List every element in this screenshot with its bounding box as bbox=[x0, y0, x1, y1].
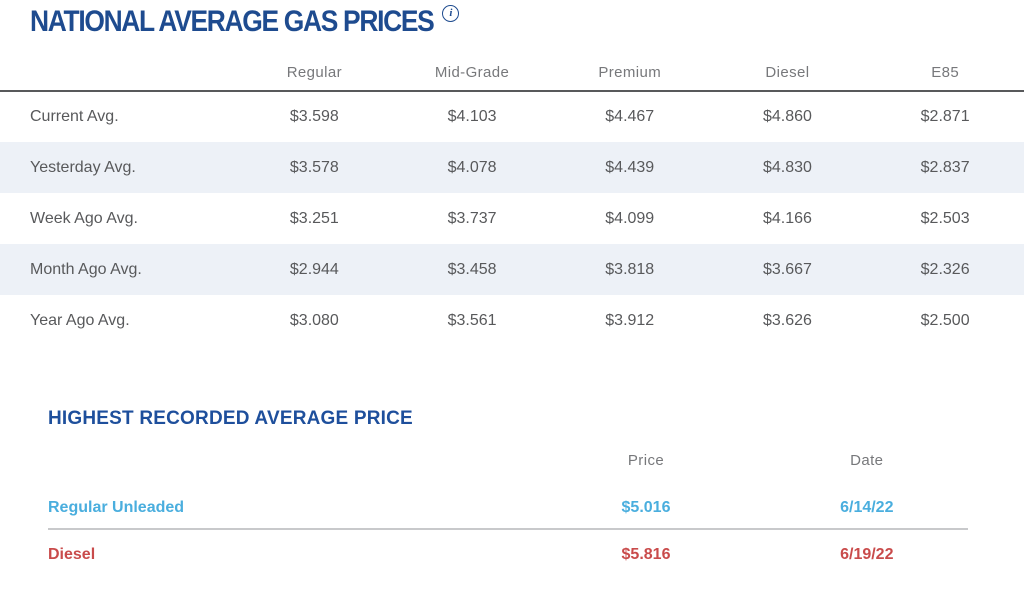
price-cell: $2.944 bbox=[289, 260, 339, 278]
national-average-gas-prices-table: Regular Mid-Grade Premium Diesel E85 Cur… bbox=[0, 64, 1024, 346]
row-label: Year Ago Avg. bbox=[30, 311, 130, 329]
price-cell: $4.467 bbox=[605, 108, 655, 125]
column-header-diesel: Diesel bbox=[765, 64, 810, 81]
row-label: Week Ago Avg. bbox=[30, 209, 138, 227]
row-label: Yesterday Avg. bbox=[30, 158, 136, 176]
table-row-week-ago-avg: Week Ago Avg. $3.251 $3.737 $4.099 $4.16… bbox=[0, 193, 1024, 244]
price-cell: $3.080 bbox=[289, 311, 339, 329]
fuel-type-label: Diesel bbox=[48, 545, 96, 563]
highest-date-cell: 6/14/22 bbox=[840, 498, 894, 516]
price-cell: $3.626 bbox=[762, 311, 812, 329]
price-cell: $4.099 bbox=[605, 209, 655, 227]
price-cell: $3.667 bbox=[762, 260, 812, 278]
column-header-premium: Premium bbox=[598, 64, 662, 81]
column-header-midgrade: Mid-Grade bbox=[434, 64, 510, 81]
highest-recorded-table: Price Date Regular Unleaded $5.016 6/14/… bbox=[48, 452, 968, 579]
price-cell: $3.458 bbox=[447, 260, 497, 278]
price-cell: $4.830 bbox=[762, 158, 812, 176]
price-cell: $2.503 bbox=[920, 209, 970, 227]
highest-recorded-section: HIGHEST RECORDED AVERAGE PRICE Price Dat… bbox=[48, 408, 968, 579]
price-cell: $4.166 bbox=[762, 209, 812, 227]
price-cell: $4.860 bbox=[762, 108, 812, 125]
page-title: NATIONAL AVERAGE GAS PRICES bbox=[30, 5, 435, 38]
price-cell: $4.439 bbox=[605, 158, 655, 176]
table-row-regular-unleaded: Regular Unleaded $5.016 6/14/22 bbox=[48, 487, 968, 529]
price-cell: $3.737 bbox=[447, 209, 497, 227]
empty-header-cell bbox=[0, 64, 236, 91]
row-label: Current Avg. bbox=[30, 108, 119, 125]
table-row-current-avg: Current Avg. $3.598 $4.103 $4.467 $4.860… bbox=[0, 91, 1024, 142]
price-cell: $2.837 bbox=[920, 158, 970, 176]
price-cell: $4.103 bbox=[447, 108, 497, 125]
price-cell: $2.500 bbox=[920, 311, 970, 329]
fuel-type-label: Regular Unleaded bbox=[48, 498, 185, 516]
highest-price-cell: $5.816 bbox=[621, 545, 671, 563]
gas-table-header-row: Regular Mid-Grade Premium Diesel E85 bbox=[0, 64, 1024, 91]
price-cell: $3.578 bbox=[289, 158, 339, 176]
price-cell: $2.326 bbox=[920, 260, 970, 278]
row-label: Month Ago Avg. bbox=[30, 260, 142, 278]
table-row-diesel: Diesel $5.816 6/19/22 bbox=[48, 529, 968, 579]
table-row-yesterday-avg: Yesterday Avg. $3.578 $4.078 $4.439 $4.8… bbox=[0, 142, 1024, 193]
title-bar: NATIONAL AVERAGE GAS PRICES i bbox=[0, 0, 1024, 38]
price-cell: $3.598 bbox=[289, 108, 339, 125]
column-header-regular: Regular bbox=[286, 64, 343, 81]
highest-date-cell: 6/19/22 bbox=[840, 545, 894, 563]
table-row-year-ago-avg: Year Ago Avg. $3.080 $3.561 $3.912 $3.62… bbox=[0, 295, 1024, 346]
column-header-price: Price bbox=[627, 452, 665, 469]
highest-table-header-row: Price Date bbox=[48, 452, 968, 487]
price-cell: $3.251 bbox=[289, 209, 339, 227]
price-cell: $2.871 bbox=[920, 108, 970, 125]
highest-price-cell: $5.016 bbox=[621, 498, 671, 516]
column-header-e85: E85 bbox=[931, 64, 960, 81]
price-cell: $4.078 bbox=[447, 158, 497, 176]
info-icon[interactable]: i bbox=[442, 5, 460, 22]
price-cell: $3.561 bbox=[447, 311, 497, 329]
section-heading: HIGHEST RECORDED AVERAGE PRICE bbox=[48, 408, 413, 429]
price-cell: $3.818 bbox=[605, 260, 655, 278]
empty-header-cell bbox=[48, 452, 526, 487]
price-cell: $3.912 bbox=[605, 311, 655, 329]
table-row-month-ago-avg: Month Ago Avg. $2.944 $3.458 $3.818 $3.6… bbox=[0, 244, 1024, 295]
column-header-date: Date bbox=[850, 452, 884, 469]
